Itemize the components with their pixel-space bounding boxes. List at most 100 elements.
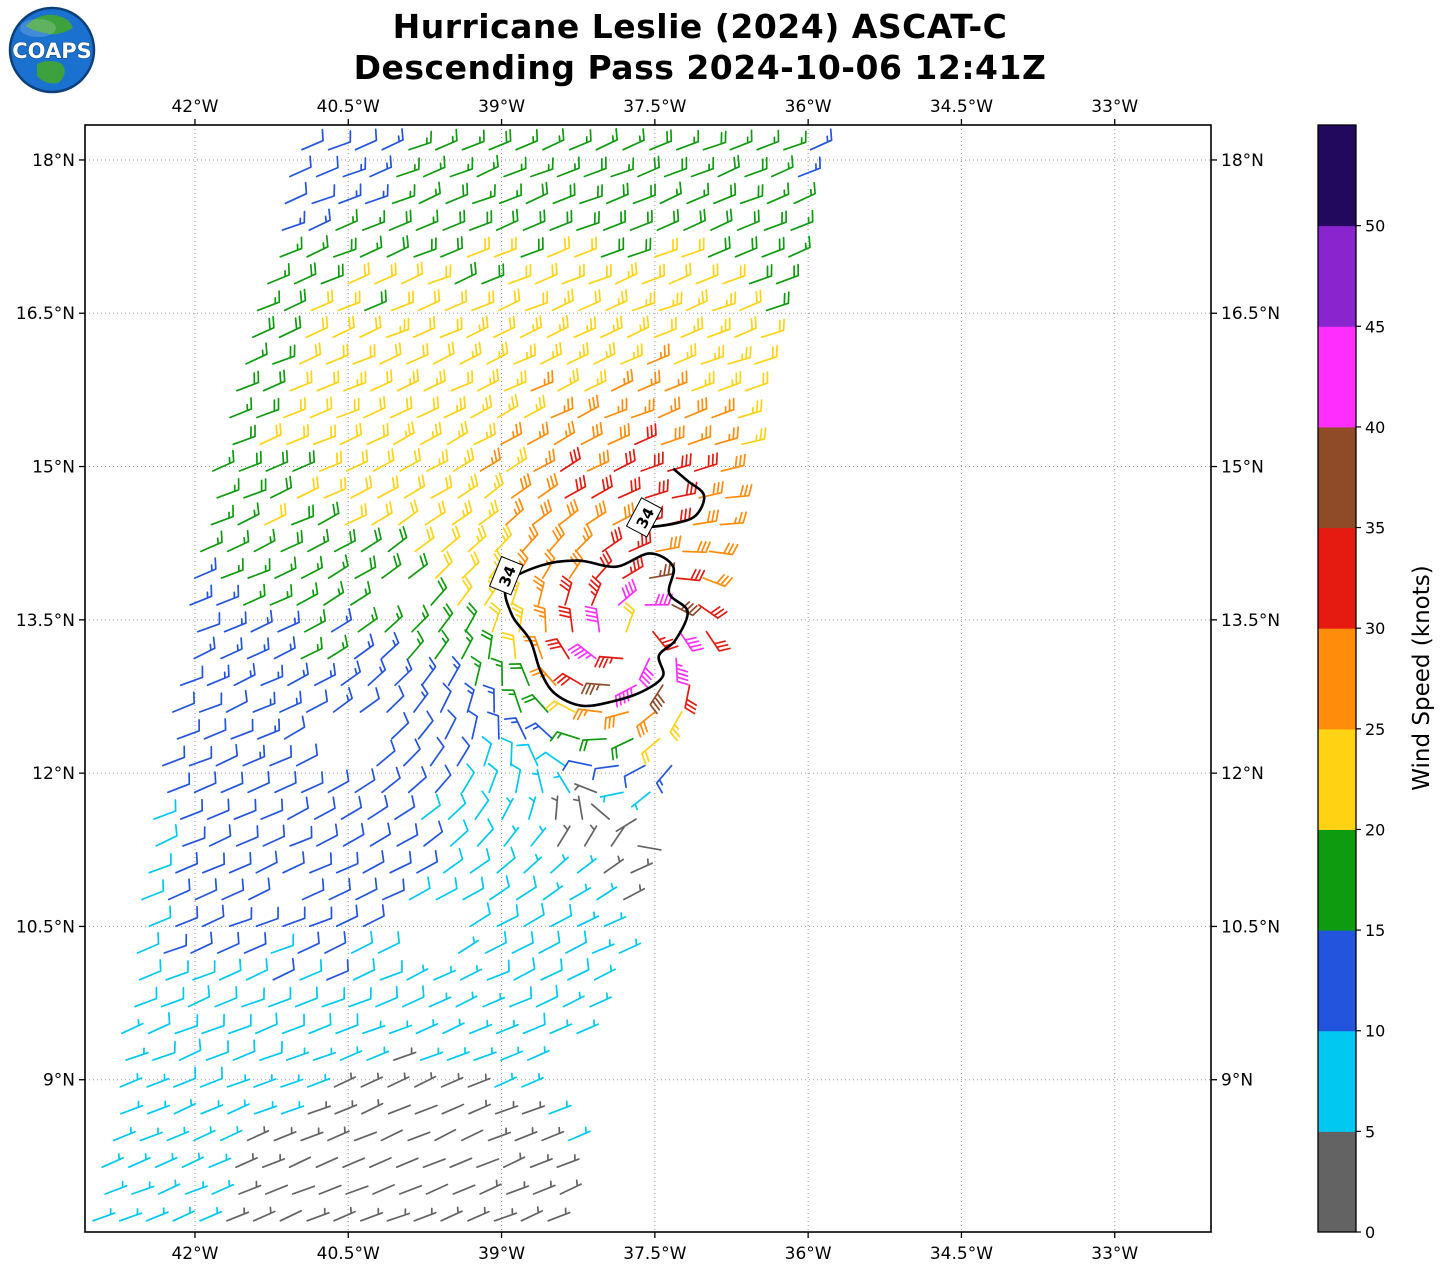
wind-barb xyxy=(793,181,816,205)
wind-barb xyxy=(605,182,629,205)
wind-barb xyxy=(477,368,500,392)
wind-barb xyxy=(478,499,499,526)
wind-barb xyxy=(521,523,539,553)
wind-barb xyxy=(592,764,619,781)
lon-label-bottom: 39°W xyxy=(478,1244,525,1264)
wind-barb xyxy=(312,424,337,446)
wind-barb xyxy=(121,1018,144,1035)
wind-barb xyxy=(399,448,422,472)
wind-barb xyxy=(333,1206,356,1222)
wind-barb xyxy=(469,210,493,231)
wind-barb xyxy=(422,155,446,178)
wind-barb xyxy=(323,477,347,499)
wind-barb xyxy=(233,798,257,820)
wind-barb xyxy=(382,878,405,901)
wind-barb xyxy=(510,473,532,499)
wind-barb xyxy=(423,368,446,392)
wind-barb xyxy=(576,1019,600,1035)
wind-barb xyxy=(622,128,645,151)
wind-barb xyxy=(413,683,429,713)
wind-barb xyxy=(292,450,316,472)
wind-barb xyxy=(272,344,296,365)
wind-barb xyxy=(220,771,244,794)
wind-barb xyxy=(617,476,641,499)
chart-title-line1: Hurricane Leslie (2024) ASCAT-C xyxy=(392,7,1008,46)
wind-barb xyxy=(214,986,238,1008)
wind-barb xyxy=(641,737,661,765)
wind-barb xyxy=(516,743,539,767)
wind-barbs-layer xyxy=(92,127,833,1222)
wind-barb xyxy=(526,1045,550,1061)
lat-label-left: 16.5°N xyxy=(16,304,75,324)
wind-barb xyxy=(725,484,753,499)
wind-barb xyxy=(500,737,513,767)
wind-barb xyxy=(247,770,270,794)
wind-barb xyxy=(607,423,631,446)
wind-barb xyxy=(155,824,178,847)
wind-barb xyxy=(265,450,289,472)
wind-barb xyxy=(482,992,506,1008)
wind-barb xyxy=(649,129,673,151)
wind-barb xyxy=(657,396,681,419)
wind-barb xyxy=(280,1074,304,1088)
wind-barb xyxy=(199,1206,223,1222)
wind-barb xyxy=(289,155,312,178)
wind-barb xyxy=(484,930,507,954)
wind-barb xyxy=(160,986,185,1008)
wind-barb xyxy=(584,605,601,633)
wind-barb xyxy=(333,237,357,258)
wind-barb xyxy=(534,262,558,285)
colorbar-segment xyxy=(1318,125,1356,227)
wind-barb xyxy=(687,424,712,446)
wind-barb xyxy=(345,449,369,472)
wind-barb xyxy=(194,878,218,901)
wind-barb xyxy=(440,1206,463,1222)
wind-barb xyxy=(350,580,372,606)
wind-barb xyxy=(765,291,790,312)
wind-barb xyxy=(472,184,496,205)
wind-barb xyxy=(232,424,256,446)
wind-barb xyxy=(180,665,204,687)
wind-barb xyxy=(734,236,758,258)
wind-barb xyxy=(756,129,780,151)
wind-barb xyxy=(272,957,295,981)
wind-barb xyxy=(406,964,429,981)
wind-barb xyxy=(683,208,706,231)
wind-barb xyxy=(464,682,475,713)
wind-barb xyxy=(377,931,401,954)
wind-barb xyxy=(753,344,778,365)
wind-barb xyxy=(337,290,361,312)
wind-barb xyxy=(537,473,559,499)
wind-barb xyxy=(335,851,359,874)
wind-barb xyxy=(442,847,464,874)
wind-barb xyxy=(636,711,656,738)
wind-barb xyxy=(242,744,266,767)
wind-barb xyxy=(493,1208,518,1222)
wind-barb xyxy=(685,288,708,312)
wind-barb xyxy=(274,771,297,794)
wind-barb xyxy=(167,878,191,901)
wind-barb xyxy=(201,1013,225,1035)
wind-barb xyxy=(584,369,607,392)
wind-barb xyxy=(268,986,292,1008)
wind-barb xyxy=(256,290,281,312)
wind-barb xyxy=(173,1099,197,1115)
logo-highlight xyxy=(20,19,56,37)
colorbar-segment xyxy=(1318,527,1356,629)
wind-barb xyxy=(559,1179,582,1195)
wind-barb xyxy=(408,876,431,901)
wind-barb xyxy=(219,1125,243,1142)
wind-barb xyxy=(269,583,293,606)
wind-barb xyxy=(374,262,397,285)
wind-barb xyxy=(300,1127,324,1142)
wind-barb xyxy=(264,502,287,526)
lon-label-bottom: 34.5°W xyxy=(930,1244,993,1264)
wind-barb xyxy=(237,502,260,526)
wind-barb xyxy=(398,499,419,526)
wind-barb xyxy=(145,1207,169,1222)
wind-barb xyxy=(201,852,226,874)
lon-label-top: 42°W xyxy=(171,97,218,117)
wind-barb xyxy=(556,156,580,178)
wind-barb xyxy=(203,718,227,740)
wind-barb xyxy=(101,1153,125,1169)
